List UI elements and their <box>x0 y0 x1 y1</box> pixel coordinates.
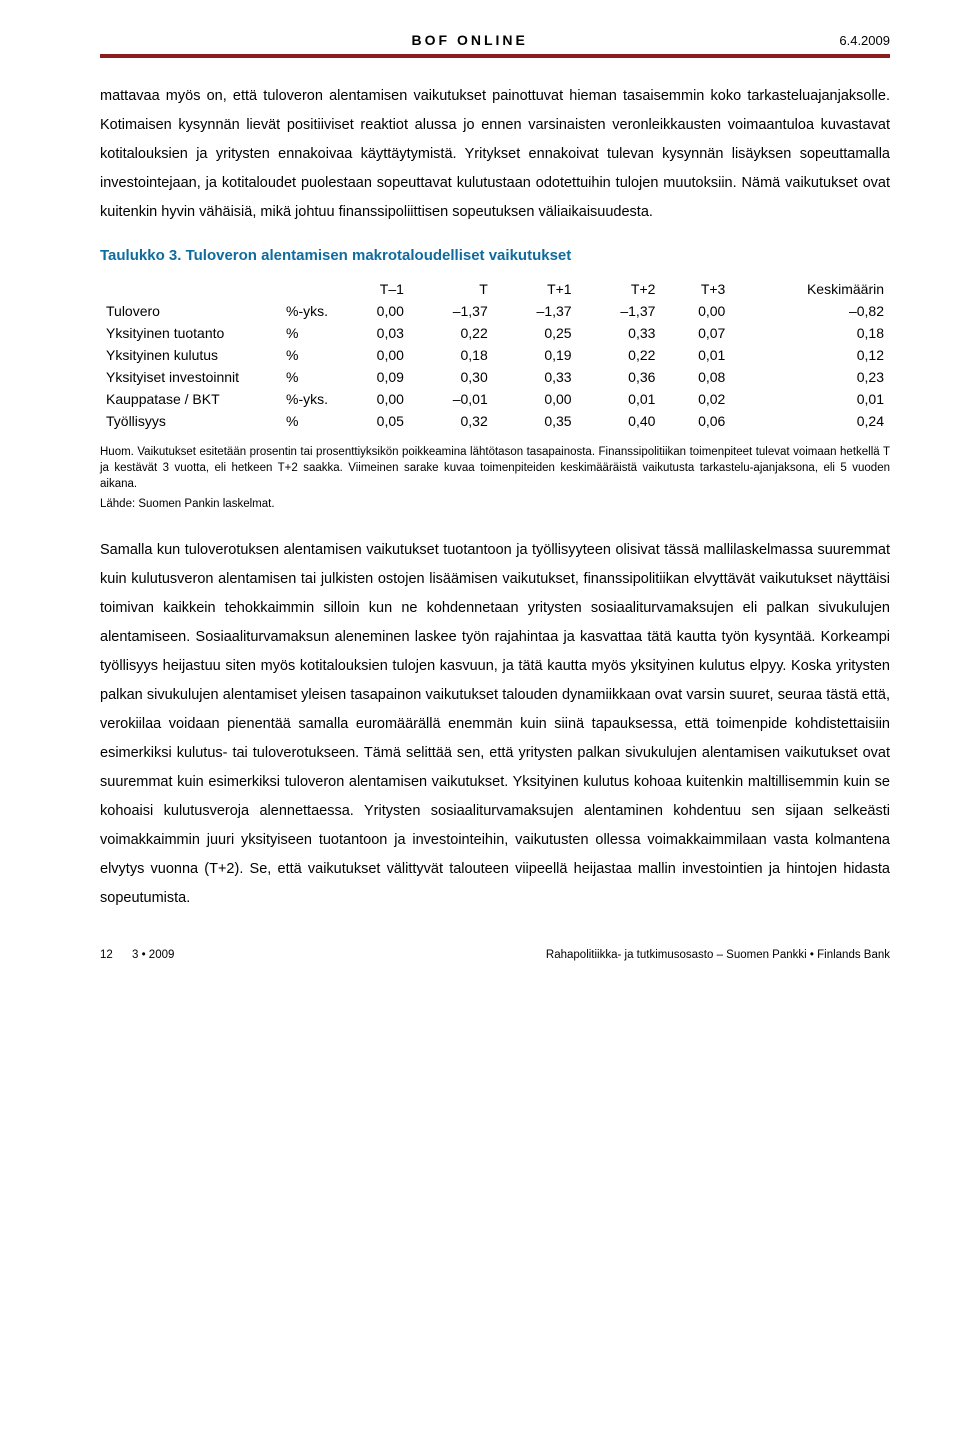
col-tp2: T+2 <box>578 278 662 300</box>
table-cell: 0,33 <box>578 322 662 344</box>
header-rule <box>100 54 890 58</box>
table-cell: 0,06 <box>661 410 731 432</box>
table-header-row: T–1 T T+1 T+2 T+3 Keskimäärin <box>100 278 890 300</box>
table-cell: 0,05 <box>340 410 410 432</box>
table-cell: 0,00 <box>340 300 410 322</box>
table-cell: 0,19 <box>494 344 578 366</box>
table-cell: Yksityiset investoinnit <box>100 366 280 388</box>
table-cell: 0,12 <box>731 344 890 366</box>
table-cell: %-yks. <box>280 388 340 410</box>
table-cell: 0,30 <box>410 366 494 388</box>
table-cell: 0,36 <box>578 366 662 388</box>
paragraph-body: Samalla kun tuloverotuksen alentamisen v… <box>100 536 890 913</box>
col-tp1: T+1 <box>494 278 578 300</box>
table-row: Yksityinen kulutus%0,000,180,190,220,010… <box>100 344 890 366</box>
table-cell: 0,25 <box>494 322 578 344</box>
table-cell: 0,00 <box>661 300 731 322</box>
table-cell: 0,01 <box>578 388 662 410</box>
table-cell: 0,03 <box>340 322 410 344</box>
table-cell: Yksityinen tuotanto <box>100 322 280 344</box>
doc-title: BOF ONLINE <box>412 32 528 48</box>
table-row: Kauppatase / BKT%-yks.0,00–0,010,000,010… <box>100 388 890 410</box>
table-cell: 0,40 <box>578 410 662 432</box>
table-cell: 0,22 <box>410 322 494 344</box>
table-cell: 0,08 <box>661 366 731 388</box>
col-tm1: T–1 <box>340 278 410 300</box>
paragraph-intro: mattavaa myös on, että tuloveron alentam… <box>100 82 890 227</box>
table-cell: 0,00 <box>340 344 410 366</box>
table-cell: % <box>280 366 340 388</box>
table-cell: –1,37 <box>494 300 578 322</box>
table-cell: 0,02 <box>661 388 731 410</box>
table-cell: –0,01 <box>410 388 494 410</box>
table-note: Huom. Vaikutukset esitetään prosentin ta… <box>100 444 890 492</box>
table-cell: 0,33 <box>494 366 578 388</box>
col-tp3: T+3 <box>661 278 731 300</box>
table-cell: % <box>280 344 340 366</box>
issue-label: 3 • 2009 <box>132 949 174 961</box>
table-row: Tulovero%-yks.0,00–1,37–1,37–1,370,00–0,… <box>100 300 890 322</box>
table-cell: 0,00 <box>494 388 578 410</box>
doc-date: 6.4.2009 <box>839 33 890 48</box>
table-cell: 0,35 <box>494 410 578 432</box>
table-title: Taulukko 3. Tuloveron alentamisen makrot… <box>100 247 890 264</box>
table-cell: 0,23 <box>731 366 890 388</box>
table-cell: Yksityinen kulutus <box>100 344 280 366</box>
table-cell: % <box>280 410 340 432</box>
page-footer: 12 3 • 2009 Rahapolitiikka- ja tutkimuso… <box>100 943 890 961</box>
table-cell: 0,22 <box>578 344 662 366</box>
table-cell: 0,18 <box>731 322 890 344</box>
data-table: T–1 T T+1 T+2 T+3 Keskimäärin Tulovero%-… <box>100 278 890 432</box>
table-cell: –0,82 <box>731 300 890 322</box>
table-cell: 0,09 <box>340 366 410 388</box>
col-blank <box>100 278 280 300</box>
col-t: T <box>410 278 494 300</box>
table-cell: –1,37 <box>578 300 662 322</box>
table-source: Lähde: Suomen Pankin laskelmat. <box>100 498 890 510</box>
page-number: 12 <box>100 949 113 961</box>
table-cell: 0,24 <box>731 410 890 432</box>
table-cell: 0,07 <box>661 322 731 344</box>
footer-publisher: Rahapolitiikka- ja tutkimusosasto – Suom… <box>546 949 890 961</box>
table-row: Työllisyys%0,050,320,350,400,060,24 <box>100 410 890 432</box>
col-unit <box>280 278 340 300</box>
table-cell: Kauppatase / BKT <box>100 388 280 410</box>
col-avg: Keskimäärin <box>731 278 890 300</box>
table-cell: %-yks. <box>280 300 340 322</box>
table-cell: 0,18 <box>410 344 494 366</box>
table-cell: 0,01 <box>661 344 731 366</box>
table-cell: Työllisyys <box>100 410 280 432</box>
table-cell: % <box>280 322 340 344</box>
table-row: Yksityiset investoinnit%0,090,300,330,36… <box>100 366 890 388</box>
table-cell: 0,01 <box>731 388 890 410</box>
table-cell: 0,32 <box>410 410 494 432</box>
table-row: Yksityinen tuotanto%0,030,220,250,330,07… <box>100 322 890 344</box>
table-cell: –1,37 <box>410 300 494 322</box>
table-cell: 0,00 <box>340 388 410 410</box>
table-cell: Tulovero <box>100 300 280 322</box>
